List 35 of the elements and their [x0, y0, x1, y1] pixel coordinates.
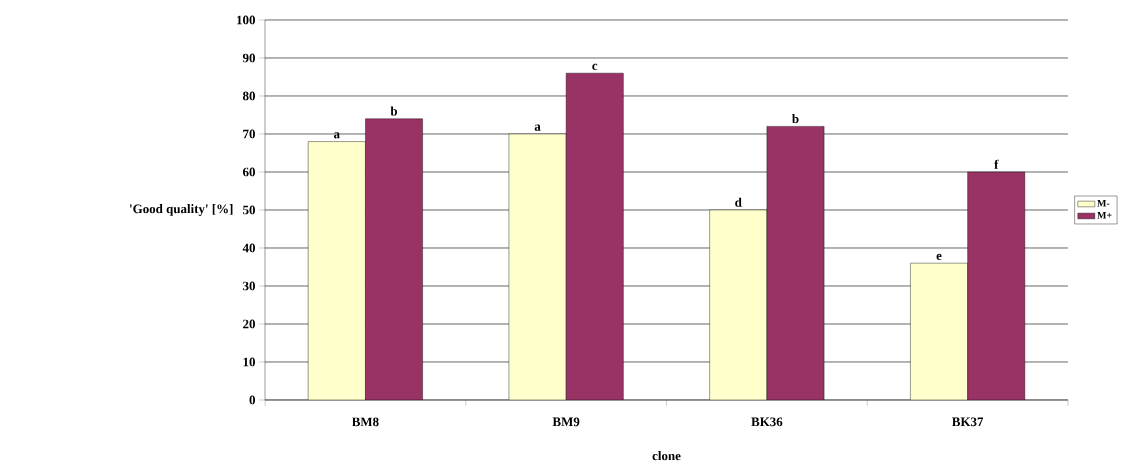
- bar: [307, 141, 366, 400]
- annotation: e: [936, 253, 942, 260]
- y-tick-label: 0: [249, 395, 255, 405]
- annotation: b: [390, 106, 398, 116]
- x-tick-label: BK37: [952, 417, 984, 427]
- y-axis-title: 'Good quality' [%]: [130, 204, 233, 216]
- x-tick-label: BM9: [552, 417, 580, 427]
- annotation: c: [592, 63, 598, 70]
- bar: [365, 118, 423, 400]
- y-tick-label: 70: [243, 129, 255, 139]
- bar: [967, 171, 1026, 400]
- y-tick-label: 80: [242, 91, 255, 101]
- y-tick-label: 30: [243, 281, 255, 291]
- annotation: f: [994, 159, 999, 169]
- y-tick-label: 90: [242, 53, 255, 63]
- bar: [910, 262, 968, 400]
- y-tick-label: 20: [243, 319, 255, 329]
- annotation: b: [792, 114, 799, 124]
- y-tick-label: 40: [242, 243, 255, 253]
- annotation: a: [534, 124, 541, 131]
- annotation: a: [333, 132, 340, 139]
- bar: [709, 209, 768, 400]
- legend-label: M-: [1097, 199, 1110, 207]
- y-tick-label: 60: [242, 167, 255, 177]
- y-tick-label: 10: [243, 357, 255, 367]
- legend-label: M+: [1097, 211, 1112, 219]
- x-tick-label: BM8: [351, 417, 379, 427]
- bar: [766, 126, 825, 400]
- bar: [508, 133, 567, 400]
- y-tick-label: 50: [243, 205, 255, 215]
- annotation: d: [735, 197, 742, 207]
- x-axis-title: clone: [652, 451, 681, 461]
- y-tick-label: 100: [237, 15, 255, 25]
- bar: [565, 72, 624, 400]
- x-tick-label: BK36: [751, 417, 783, 427]
